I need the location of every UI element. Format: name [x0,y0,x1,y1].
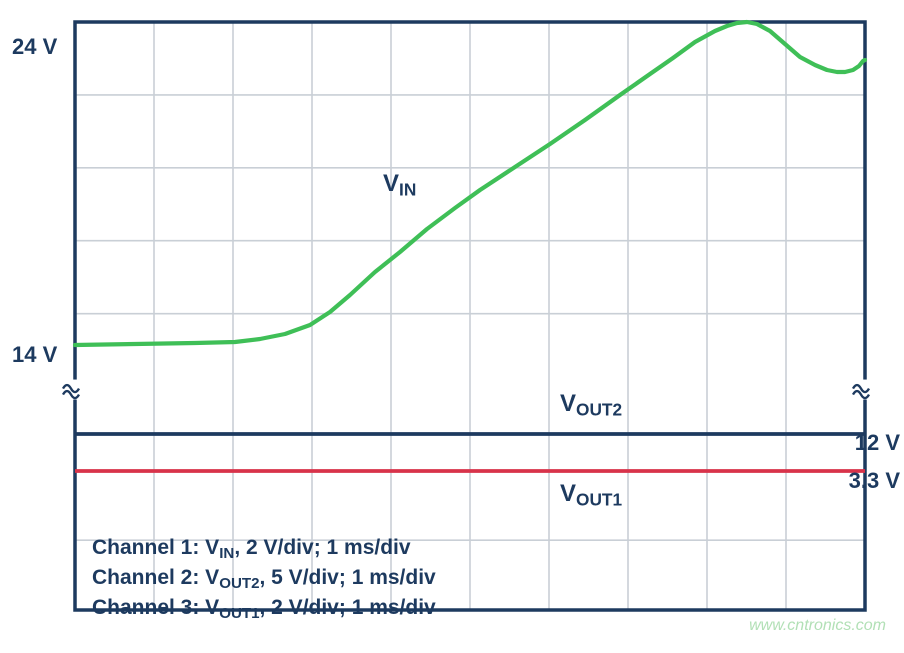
label-vout2: VOUT2 [560,390,622,420]
ylabel-3p3v: 3.3 V [849,468,900,494]
ylabel-24v: 24 V [12,34,57,60]
axis-break-bg [64,380,86,400]
legend-line-3: Channel 3: VOUT1, 2 V/div; 1 ms/div [92,596,436,622]
legend-line-1: Channel 1: VIN, 2 V/div; 1 ms/div [92,536,411,562]
axis-break-bg [854,380,876,400]
ylabel-14v: 14 V [12,342,57,368]
label-vin: VIN [383,170,416,200]
oscilloscope-chart: 24 V 14 V 12 V 3.3 V VIN VOUT2 VOUT1 Channel 1:… [0,0,904,653]
legend-line-2: Channel 2: VOUT2, 5 V/div; 1 ms/div [92,566,436,592]
ylabel-12v: 12 V [855,430,900,456]
watermark: www.cntronics.com [749,617,886,635]
label-vout1: VOUT1 [560,480,622,510]
